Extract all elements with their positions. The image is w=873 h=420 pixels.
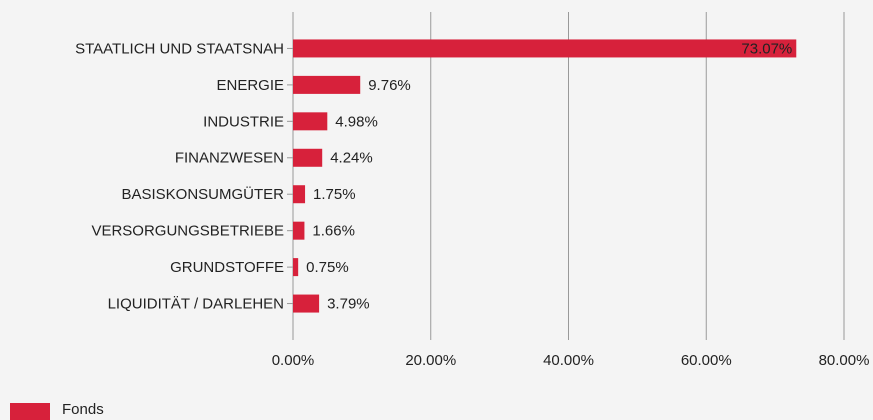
bar <box>293 221 305 240</box>
value-label: 1.75% <box>313 186 356 203</box>
y-tick-label: GRUNDSTOFFE <box>170 259 284 276</box>
legend-swatch <box>10 403 50 420</box>
bar <box>293 39 797 58</box>
y-tick-label: ENERGIE <box>216 77 284 94</box>
value-label: 3.79% <box>327 296 370 313</box>
bar <box>293 112 328 131</box>
value-label: 1.66% <box>312 223 355 240</box>
y-tick-label: FINANZWESEN <box>175 150 284 167</box>
y-tick-label: STAATLICH UND STAATSNAH <box>75 40 284 57</box>
x-tick-label: 80.00% <box>819 352 870 369</box>
x-tick-label: 0.00% <box>272 352 315 369</box>
bar <box>293 185 306 204</box>
x-tick-label: 20.00% <box>405 352 456 369</box>
bar <box>293 148 323 167</box>
y-tick-label: INDUSTRIE <box>203 113 284 130</box>
y-tick-label: BASISKONSUMGÜTER <box>121 185 284 203</box>
value-label: 73.07% <box>741 40 792 57</box>
value-label: 4.98% <box>335 113 378 130</box>
bar <box>293 294 320 313</box>
bar <box>293 75 361 94</box>
value-label: 9.76% <box>368 77 411 94</box>
bar <box>293 258 299 277</box>
legend-label: Fonds <box>62 401 104 418</box>
x-tick-label: 60.00% <box>681 352 732 369</box>
y-tick-label: VERSORGUNGSBETRIEBE <box>91 223 284 240</box>
value-label: 4.24% <box>330 150 373 167</box>
y-tick-label: LIQUIDITÄT / DARLEHEN <box>108 296 284 313</box>
x-tick-label: 40.00% <box>543 352 594 369</box>
value-label: 0.75% <box>306 259 349 276</box>
